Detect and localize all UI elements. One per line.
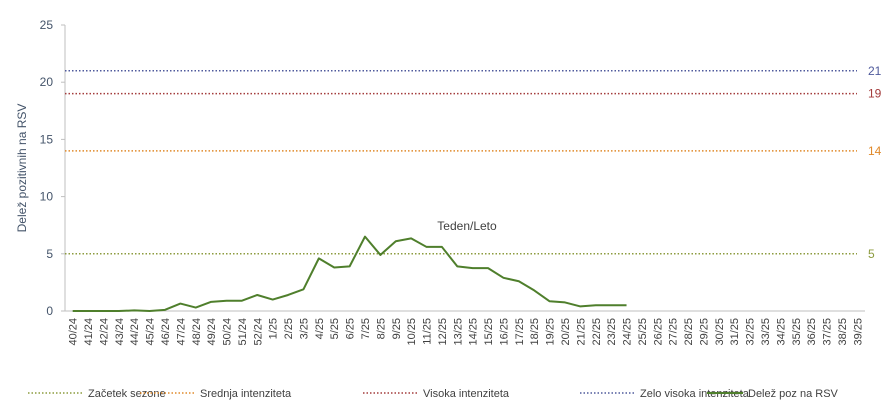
x-tick-label: 27/25 [668,318,680,346]
threshold-label: 14 [868,144,882,158]
x-axis-title: Teden/Leto [437,219,497,233]
x-tick-label: 15/25 [483,318,495,346]
x-tick-label: 40/24 [68,318,80,346]
x-tick-label: 23/25 [606,318,618,346]
x-tick-label: 34/25 [775,318,787,346]
x-tick-label: 4/25 [314,318,326,339]
x-tick-label: 5/25 [329,318,341,339]
x-tick-label: 43/24 [114,318,126,346]
x-tick-label: 14/25 [468,318,480,346]
x-tick-label: 33/25 [760,318,772,346]
threshold-label: 21 [868,64,882,78]
x-tick-label: 29/25 [698,318,710,346]
x-tick-label: 11/25 [422,318,434,345]
x-tick-label: 44/24 [129,318,141,346]
legend-label: Srednja intenziteta [200,388,292,400]
x-tick-label: 35/25 [791,318,803,346]
data-line [72,235,627,312]
x-tick-label: 13/25 [452,318,464,346]
x-tick-label: 47/24 [175,318,187,346]
x-tick-label: 30/25 [714,318,726,346]
x-tick-label: 22/25 [591,318,603,346]
legend-label: Začetek sezone [88,388,166,400]
x-tick-label: 46/24 [160,318,172,346]
x-tick-label: 31/25 [729,318,741,346]
y-tick-label: 20 [40,75,54,89]
x-tick-label: 3/25 [298,318,310,339]
y-tick-label: 25 [40,18,54,32]
x-tick-label: 52/24 [252,318,264,346]
x-tick-label: 49/24 [206,318,218,346]
y-axis-title: Delež pozitivnih na RSV [15,104,29,233]
x-tick-label: 25/25 [637,318,649,346]
y-tick-label: 5 [46,247,53,261]
x-tick-label: 10/25 [406,318,418,346]
y-tick-label: 0 [46,304,53,318]
x-tick-label: 37/25 [822,318,834,346]
x-tick-label: 2/25 [283,318,295,339]
x-tick-label: 16/25 [498,318,510,346]
legend-label: Delež poz na RSV [748,388,839,400]
x-tick-label: 26/25 [652,318,664,346]
x-tick-label: 1/25 [268,318,280,339]
x-tick-label: 17/25 [514,318,526,346]
x-tick-label: 20/25 [560,318,572,346]
x-tick-label: 24/25 [622,318,634,346]
x-tick-label: 51/24 [237,318,249,346]
x-tick-label: 12/25 [437,318,449,346]
threshold-label: 19 [868,87,882,101]
x-tick-label: 18/25 [529,318,541,346]
x-tick-label: 38/25 [837,318,849,346]
x-tick-label: 9/25 [391,318,403,339]
x-tick-label: 32/25 [745,318,757,346]
x-tick-label: 41/24 [83,318,95,346]
y-tick-label: 10 [40,190,54,204]
x-tick-label: 28/25 [683,318,695,346]
x-tick-label: 36/25 [806,318,818,346]
y-tick-label: 15 [40,132,54,146]
x-tick-label: 7/25 [360,318,372,339]
x-tick-label: 39/25 [852,318,864,346]
x-tick-label: 50/24 [222,318,234,346]
x-tick-label: 6/25 [345,318,357,339]
legend-label: Visoka intenziteta [423,388,510,400]
threshold-label: 5 [868,247,875,261]
x-tick-label: 42/24 [98,318,110,346]
x-tick-label: 19/25 [545,318,557,346]
legend-label: Zelo visoka intenziteta [640,388,750,400]
x-tick-label: 21/25 [575,318,587,346]
x-tick-label: 48/24 [191,318,203,346]
x-tick-label: 45/24 [145,318,157,346]
x-tick-label: 8/25 [375,318,387,339]
